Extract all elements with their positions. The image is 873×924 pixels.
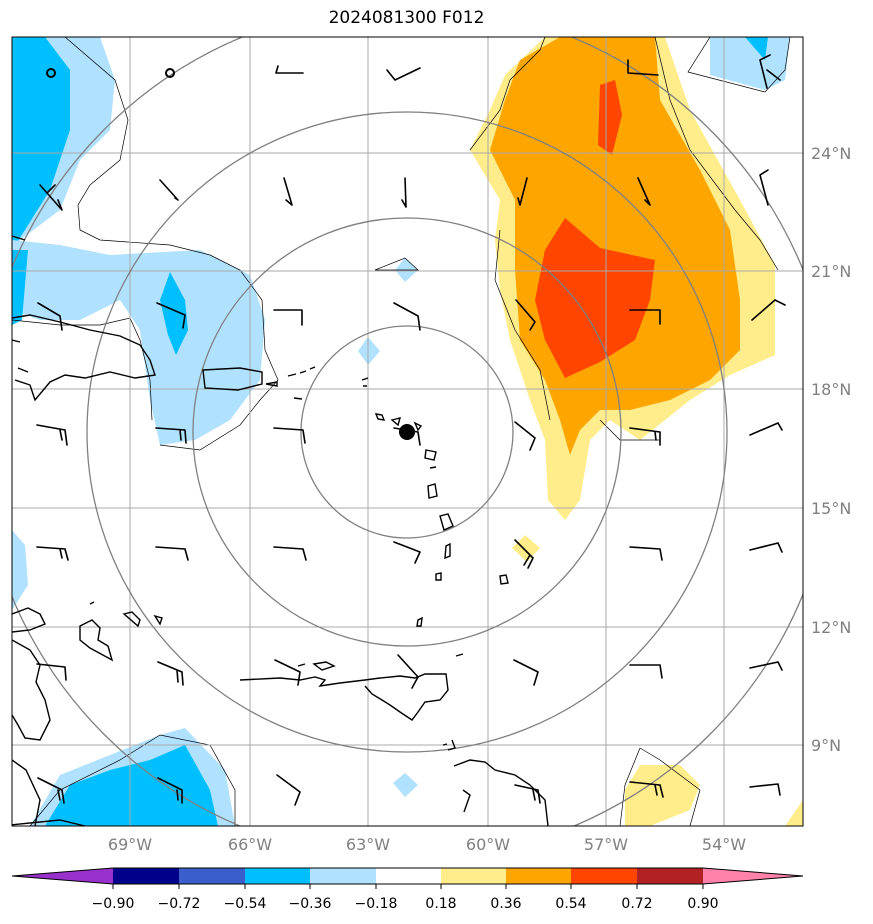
fill-negative-light-2 — [12, 240, 265, 445]
lon-axis-labels: 69°W 66°W 63°W 60°W 57°W 54°W — [108, 835, 746, 854]
colorbar-label: 0.18 — [425, 896, 456, 912]
lon-label: 63°W — [346, 835, 390, 854]
colorbar-segment — [113, 868, 179, 884]
colorbar-label: 0.90 — [687, 896, 718, 912]
colorbar-label: 0.54 — [555, 896, 586, 912]
lat-label: 12°N — [811, 618, 851, 637]
fill-negative-light-w — [12, 530, 28, 610]
lon-label: 57°W — [584, 835, 628, 854]
range-rings — [12, 37, 803, 826]
lat-axis-labels: 24°N 21°N 18°N 15°N 12°N 9°N — [811, 144, 851, 755]
colorbar-segment — [245, 868, 310, 884]
lat-label: 9°N — [811, 736, 841, 755]
coastlines — [12, 235, 549, 826]
colorbar-extend-low — [12, 868, 113, 884]
colorbar-segment — [441, 868, 506, 884]
colorbar-extend-high — [703, 868, 803, 884]
colorbar-label: −0.90 — [92, 896, 135, 912]
lon-label: 69°W — [108, 835, 152, 854]
fill-positive-small-1 — [512, 535, 540, 562]
lon-label: 66°W — [228, 835, 272, 854]
colorbar-label: 0.36 — [490, 896, 521, 912]
fill-negative-small-2 — [358, 337, 380, 365]
fill-positive-strong — [598, 80, 622, 155]
fill-negative-medium-sw — [45, 745, 218, 826]
lat-label: 15°N — [811, 499, 851, 518]
colorbar: −0.90 −0.72 −0.54 −0.36 −0.18 0.18 0.36 … — [11, 867, 804, 912]
wind-barbs — [36, 54, 786, 806]
colorbar-label: −0.36 — [289, 896, 332, 912]
colorbar-label: −0.18 — [355, 896, 398, 912]
colorbar-segment — [179, 868, 245, 884]
island-markers — [46, 68, 175, 78]
map-title: 2024081300 F012 — [328, 8, 485, 28]
colorbar-segment — [506, 868, 571, 884]
fill-negative-medium-3 — [160, 272, 188, 355]
colorbar-label: 0.72 — [621, 896, 652, 912]
fill-positive-small-3 — [785, 800, 803, 826]
hispaniola-coast — [12, 314, 156, 402]
colorbar-segment — [637, 868, 703, 884]
fill-positive-strong-2 — [535, 218, 655, 378]
fill-negative-medium — [12, 37, 70, 250]
fill-negative-medium-2 — [12, 250, 28, 325]
lon-label: 60°W — [466, 835, 510, 854]
colombia-coast — [12, 639, 51, 741]
lat-label: 18°N — [811, 380, 851, 399]
lat-label: 24°N — [811, 144, 851, 163]
fill-negative-small-3 — [393, 773, 418, 797]
lon-label: 54°W — [702, 835, 746, 854]
lat-label: 21°N — [811, 262, 851, 281]
colorbar-segment — [310, 868, 376, 884]
anomaly-fills — [12, 37, 803, 826]
fill-negative-light-ne — [710, 37, 790, 90]
puerto-rico-coast — [202, 367, 263, 391]
colorbar-segment — [571, 868, 637, 884]
graticule — [12, 37, 803, 826]
fill-negative-medium-ne — [745, 37, 768, 60]
colorbar-label: −0.54 — [224, 896, 267, 912]
colorbar-segment — [376, 868, 441, 884]
storm-center-dot — [399, 424, 415, 440]
venezuela-coast — [239, 673, 449, 721]
map-frame — [11, 36, 804, 827]
colorbar-label: −0.72 — [158, 896, 201, 912]
